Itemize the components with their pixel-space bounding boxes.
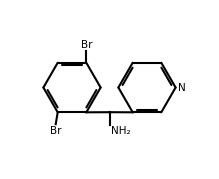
Text: NH₂: NH₂ [111,126,131,136]
Text: N: N [178,83,186,93]
Text: Br: Br [81,40,92,50]
Text: Br: Br [50,125,62,136]
